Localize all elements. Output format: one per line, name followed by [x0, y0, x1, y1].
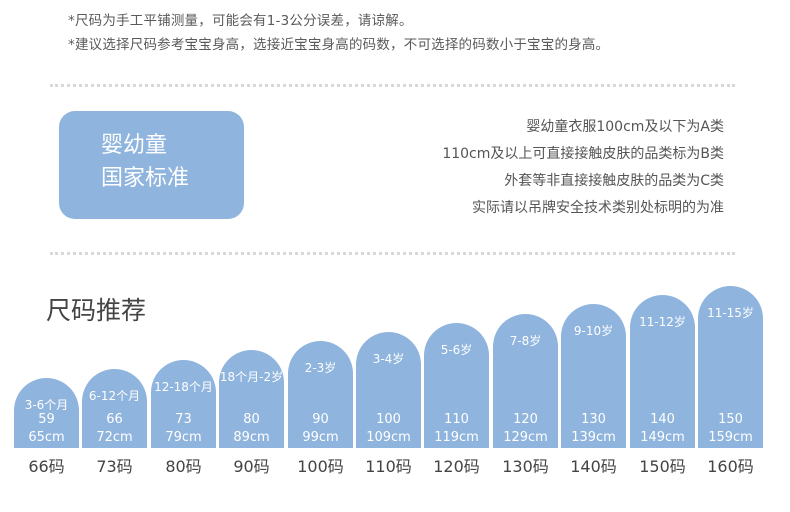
- rule-class-a: 婴幼童衣服100cm及以下为A类: [526, 119, 724, 135]
- size-arch: 11-12岁 140 149cm: [630, 295, 695, 448]
- size-label: 110码: [365, 457, 412, 476]
- length-value: 89cm: [233, 430, 270, 445]
- size-arch: 6-12个月 66 72cm: [82, 369, 147, 448]
- length-value: 119cm: [434, 430, 479, 445]
- standard-rules: 婴幼童衣服100cm及以下为A类 110cm及以上可直接接触皮肤的品类标为B类 …: [442, 114, 724, 222]
- size-arch: 7-8岁 120 129cm: [493, 314, 558, 448]
- length-value: 109cm: [366, 430, 411, 445]
- size-label: 160码: [707, 457, 754, 476]
- age-range: 7-8岁: [509, 334, 542, 348]
- length-value: 129cm: [503, 430, 548, 445]
- length-value: 99cm: [302, 430, 339, 445]
- size-label: 130码: [502, 457, 549, 476]
- rule-class-c: 外套等非直接接触皮肤的品类为C类: [504, 173, 724, 189]
- age-range: 11-12岁: [639, 315, 686, 329]
- size-label: 150码: [639, 457, 686, 476]
- size-arch: 11-15岁 150 159cm: [698, 286, 763, 448]
- size-label: 120码: [433, 457, 480, 476]
- size-label: 73码: [96, 457, 133, 476]
- height-value: 59: [38, 412, 55, 427]
- height-value: 73: [175, 412, 192, 427]
- age-range: 12-18个月: [154, 380, 213, 394]
- age-range: 11-15岁: [707, 306, 754, 320]
- height-value: 110: [444, 412, 469, 427]
- badge-line-1: 婴幼童: [101, 133, 168, 158]
- national-standard-badge: 婴幼童 国家标准: [59, 111, 244, 219]
- length-value: 159cm: [708, 430, 753, 445]
- dotted-divider: [50, 84, 735, 87]
- height-value: 130: [581, 412, 606, 427]
- length-value: 65cm: [28, 430, 65, 445]
- length-value: 72cm: [96, 430, 133, 445]
- rule-class-b: 110cm及以上可直接接触皮肤的品类标为B类: [442, 146, 724, 162]
- size-arch: 5-6岁 110 119cm: [424, 323, 489, 448]
- length-value: 139cm: [571, 430, 616, 445]
- size-arch: 3-6个月 59 65cm: [14, 378, 79, 448]
- age-range: 6-12个月: [88, 389, 141, 403]
- height-value: 140: [650, 412, 675, 427]
- section-title: 尺码推荐: [46, 296, 147, 325]
- height-value: 120: [513, 412, 538, 427]
- size-arch: 18个月-2岁 80 89cm: [219, 350, 284, 448]
- rule-tag-note: 实际请以吊牌安全技术类别处标明的为准: [472, 200, 724, 216]
- size-label: 90码: [233, 457, 270, 476]
- age-range: 5-6岁: [440, 343, 473, 357]
- size-label: 66码: [28, 457, 65, 476]
- size-arch: 2-3岁 90 99cm: [288, 341, 353, 448]
- size-advice-note: *建议选择尺码参考宝宝身高，选接近宝宝身高的码数，不可选择的码数小于宝宝的身高。: [68, 37, 610, 53]
- size-label: 80码: [165, 457, 202, 476]
- length-value: 79cm: [165, 430, 202, 445]
- size-arch: 9-10岁 130 139cm: [561, 304, 626, 448]
- badge-line-2: 国家标准: [101, 166, 190, 191]
- measurement-note: *尺码为手工平铺测量，可能会有1-3公分误差，请谅解。: [68, 13, 413, 29]
- dotted-divider: [50, 252, 735, 255]
- size-arch: 12-18个月 73 79cm: [151, 360, 216, 448]
- age-range: 2-3岁: [304, 361, 337, 375]
- age-range: 18个月-2岁: [219, 370, 284, 384]
- size-label: 140码: [570, 457, 617, 476]
- age-range: 3-6个月: [24, 398, 69, 412]
- height-value: 66: [106, 412, 123, 427]
- length-value: 149cm: [640, 430, 685, 445]
- height-value: 90: [312, 412, 329, 427]
- height-value: 100: [376, 412, 401, 427]
- size-arch: 3-4岁 100 109cm: [356, 332, 421, 448]
- age-range: 3-4岁: [372, 352, 405, 366]
- height-value: 80: [243, 412, 260, 427]
- size-label: 100码: [297, 457, 344, 476]
- height-value: 150: [718, 412, 743, 427]
- age-range: 9-10岁: [573, 324, 614, 338]
